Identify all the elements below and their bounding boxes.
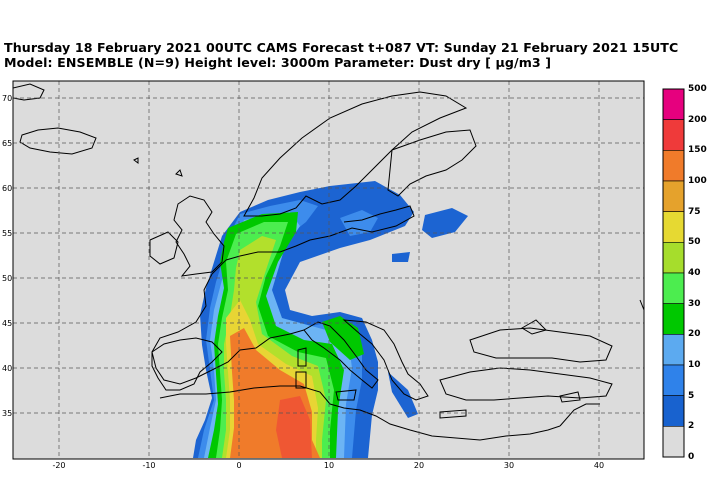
lat-tick: 65 [2, 139, 12, 148]
lat-tick: 35 [2, 409, 12, 418]
colorbar [662, 88, 685, 458]
lon-tick: 20 [414, 461, 424, 470]
lon-tick: -20 [52, 461, 65, 470]
colorbar-label: 10 [688, 360, 701, 370]
lon-tick: 40 [594, 461, 604, 470]
lon-tick: -10 [142, 461, 155, 470]
colorbar-swatch [662, 272, 685, 304]
colorbar-frame [662, 88, 685, 458]
lon-tick-labels: -20 -10 0 10 20 30 40 [52, 461, 604, 470]
lat-tick: 60 [2, 184, 12, 193]
colorbar-label: 150 [688, 145, 707, 156]
lon-tick: 0 [236, 461, 241, 470]
colorbar-label: 500 [688, 84, 707, 94]
colorbar-label: 100 [688, 176, 707, 186]
colorbar-label: 0 [688, 452, 695, 462]
lon-tick: 10 [324, 461, 334, 470]
lat-tick: 55 [2, 229, 12, 238]
colorbar-label: 20 [688, 329, 701, 340]
colorbar-swatch [662, 395, 685, 427]
lat-tick: 45 [2, 319, 12, 328]
colorbar-label: 50 [688, 237, 701, 248]
colorbar-swatch [662, 303, 685, 335]
colorbar-label: 200 [688, 114, 707, 125]
colorbar-swatch [662, 88, 685, 120]
graticule [13, 81, 644, 459]
lat-tick: 70 [2, 94, 12, 103]
dust-plume-core [276, 396, 312, 458]
colorbar-label: 30 [688, 298, 701, 309]
colorbar-label: 40 [688, 268, 701, 278]
lon-tick: 30 [504, 461, 514, 470]
lat-tick: 40 [2, 364, 12, 373]
map-frame [12, 80, 645, 460]
colorbar-swatch [662, 211, 685, 243]
coastlines [13, 83, 644, 441]
map-title-line1: Thursday 18 February 2021 00UTC CAMS For… [4, 40, 679, 55]
colorbar-swatch [662, 334, 685, 366]
colorbar-label: 5 [688, 390, 695, 401]
map-title-line2: Model: ENSEMBLE (N=9) Height level: 3000… [4, 55, 552, 70]
colorbar-label: 75 [688, 206, 701, 217]
lat-tick: 50 [2, 274, 12, 283]
colorbar-swatch [662, 180, 685, 212]
colorbar-swatch [662, 150, 685, 182]
colorbar-label: 2 [688, 421, 695, 432]
colorbar-swatch [662, 119, 685, 151]
colorbar-swatch [662, 426, 685, 458]
colorbar-swatch [662, 364, 685, 396]
lat-tick-labels: 70 65 60 55 50 45 40 35 [2, 94, 12, 418]
colorbar-swatch [662, 242, 685, 274]
